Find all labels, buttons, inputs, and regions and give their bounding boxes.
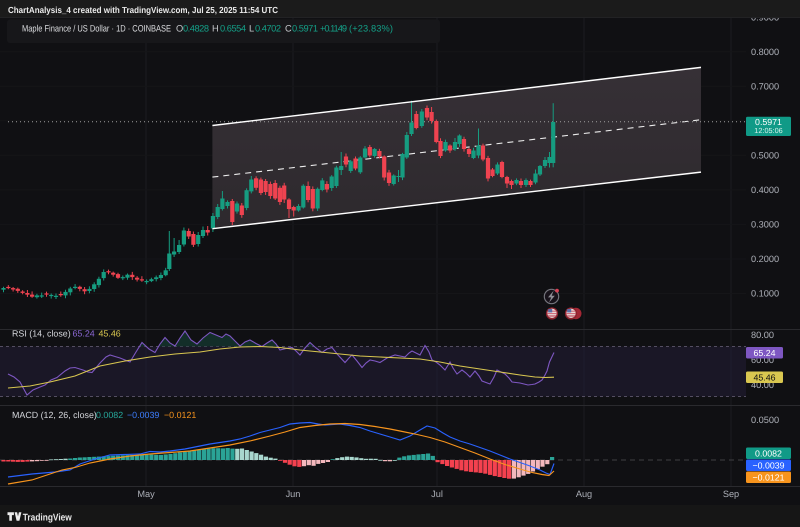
svg-text:12:05:06: 12:05:06 bbox=[754, 126, 782, 135]
svg-text:45.46: 45.46 bbox=[753, 372, 775, 382]
svg-text:0.0082: 0.0082 bbox=[96, 410, 123, 420]
svg-text:0.3000: 0.3000 bbox=[751, 220, 779, 230]
svg-text:May: May bbox=[137, 489, 155, 499]
svg-text:0.2000: 0.2000 bbox=[751, 254, 779, 264]
svg-text:0.1000: 0.1000 bbox=[751, 289, 779, 299]
svg-text:RSI (14, close): RSI (14, close) bbox=[12, 329, 71, 339]
svg-text:60.00: 60.00 bbox=[751, 355, 774, 365]
svg-text:Maple Finance / US Dollar · 1D: Maple Finance / US Dollar · 1D · COINBAS… bbox=[22, 24, 393, 34]
svg-text:0.8000: 0.8000 bbox=[751, 47, 779, 57]
svg-text:Jun: Jun bbox=[286, 489, 301, 499]
svg-text:0.5971: 0.5971 bbox=[755, 117, 782, 127]
svg-text:65.24: 65.24 bbox=[753, 348, 775, 358]
svg-text:80.00: 80.00 bbox=[751, 330, 774, 340]
svg-text:Jul: Jul bbox=[431, 489, 443, 499]
svg-text:−0.0039: −0.0039 bbox=[127, 410, 159, 420]
svg-text:−0.0121: −0.0121 bbox=[752, 472, 784, 482]
svg-text:0.4000: 0.4000 bbox=[751, 185, 779, 195]
svg-text:TradingView: TradingView bbox=[23, 513, 72, 524]
svg-text:45.46: 45.46 bbox=[99, 329, 121, 339]
svg-text:−0.0121: −0.0121 bbox=[164, 410, 196, 420]
svg-text:0.0500: 0.0500 bbox=[751, 415, 779, 425]
svg-text:ChartAnalysis_4 created with T: ChartAnalysis_4 created with TradingView… bbox=[8, 5, 279, 15]
svg-text:0.7000: 0.7000 bbox=[751, 81, 779, 91]
svg-text:40.00: 40.00 bbox=[751, 380, 774, 390]
svg-text:MACD (12, 26, close): MACD (12, 26, close) bbox=[12, 410, 97, 420]
svg-text:Aug: Aug bbox=[576, 489, 592, 499]
svg-text:65.24: 65.24 bbox=[73, 329, 95, 339]
svg-text:0.0082: 0.0082 bbox=[755, 448, 782, 458]
svg-text:Sep: Sep bbox=[723, 489, 739, 499]
svg-text:−0.0039: −0.0039 bbox=[752, 460, 784, 470]
svg-text:0.5000: 0.5000 bbox=[751, 151, 779, 161]
